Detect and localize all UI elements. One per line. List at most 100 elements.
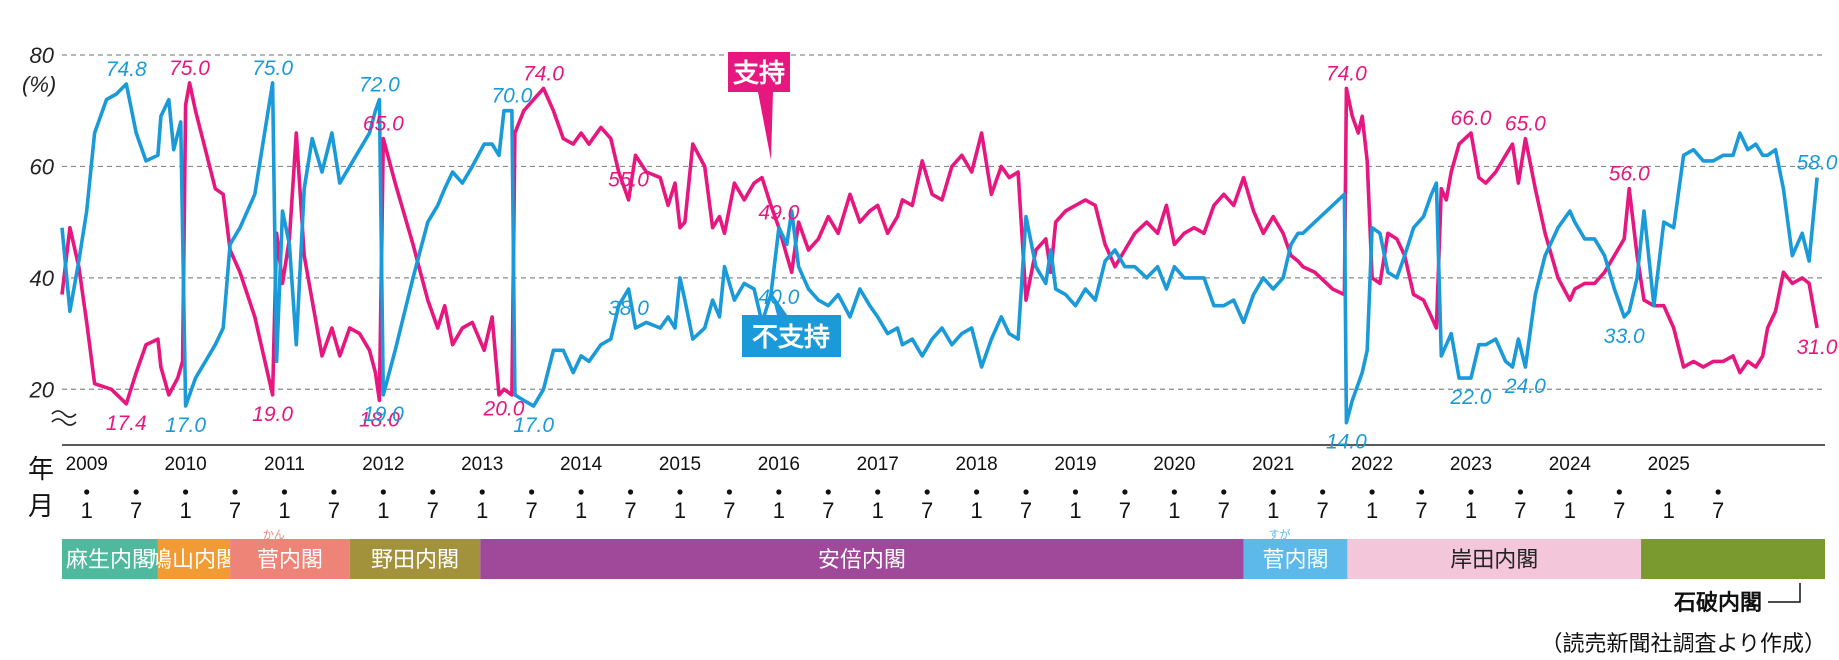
- month-dot: [627, 489, 634, 495]
- year-label-2014: 2014: [560, 454, 603, 475]
- month-dot: [776, 489, 782, 495]
- data-label: 18.0: [359, 408, 400, 431]
- month-label-1: 1: [377, 498, 389, 523]
- cabinet-segment: [480, 539, 1244, 579]
- month-label-1: 1: [872, 498, 884, 523]
- data-label: 65.0: [1505, 113, 1546, 136]
- month-label-1: 1: [1564, 498, 1576, 523]
- month-label-1: 1: [1069, 498, 1081, 523]
- year-label-2021: 2021: [1252, 454, 1294, 475]
- month-dot: [479, 489, 485, 495]
- series-lines: [60, 81, 1819, 425]
- data-label: 17.0: [165, 414, 206, 437]
- cabinet-segment: [230, 539, 350, 579]
- month-label-1: 1: [1663, 498, 1675, 523]
- axis-break-mark: [51, 410, 77, 426]
- cabinet-label: 麻生内閣: [66, 548, 154, 573]
- disapprove-callout-label: 不支持: [752, 323, 830, 353]
- month-dot: [281, 489, 288, 495]
- month-label-7: 7: [1613, 498, 1625, 523]
- approve-callout-pointer: [758, 92, 773, 160]
- month-labels: 1 7 1 7 1 7 1 7 1 7 1 7 1 7 1 7 1 7 1 7 1 7 1 7 1 7 1 7 1 7 1 7 1 7: [81, 489, 1724, 523]
- month-dot: [578, 489, 584, 495]
- month-dot: [232, 489, 238, 495]
- data-label: 72.0: [359, 74, 400, 97]
- cabinet-label: 石破内閣: [1673, 590, 1762, 616]
- month-label-7: 7: [1514, 498, 1526, 523]
- month-dot: [1567, 489, 1573, 495]
- month-label-7: 7: [723, 498, 735, 523]
- month-label-1: 1: [970, 498, 982, 523]
- data-label: 74.0: [523, 62, 564, 85]
- series-line-approve: [60, 81, 1819, 406]
- month-dot: [182, 489, 189, 495]
- month-dot: [1715, 489, 1721, 495]
- year-labels: 2009 2010 2011 2012 2013 2014 2015 2016 2017 2018…: [66, 454, 1690, 475]
- year-label-2019: 2019: [1054, 454, 1096, 475]
- y-tick-40: 40: [30, 266, 55, 291]
- month-label-1: 1: [476, 498, 488, 523]
- year-label-2009: 2009: [66, 454, 108, 475]
- y-axis-label: (%): [22, 72, 56, 97]
- month-label-1: 1: [278, 498, 290, 523]
- data-label: 38.0: [608, 297, 649, 320]
- month-dot: [1023, 489, 1029, 495]
- month-row-label: 月: [28, 492, 54, 522]
- cabinet-segment: [157, 539, 231, 579]
- data-label: 20.0: [483, 397, 525, 420]
- month-dot: [1171, 489, 1177, 495]
- approve-callout-label: 支持: [733, 59, 785, 89]
- month-label-7: 7: [526, 498, 538, 523]
- month-label-7: 7: [624, 498, 636, 523]
- month-label-1: 1: [81, 498, 93, 523]
- month-label-7: 7: [1218, 498, 1230, 523]
- month-dot: [825, 489, 831, 495]
- data-label: 19.0: [363, 403, 404, 426]
- year-label-2016: 2016: [758, 454, 800, 475]
- data-label: 74.8: [106, 58, 147, 81]
- year-label-2020: 2020: [1153, 454, 1195, 475]
- year-label-2018: 2018: [955, 454, 997, 475]
- disapprove-callout-pointer: [771, 292, 790, 319]
- month-dot: [1418, 489, 1425, 495]
- month-dot: [677, 489, 683, 495]
- data-label: 74.0: [1326, 62, 1367, 85]
- cabinet-segment: [349, 539, 481, 579]
- month-dot: [133, 489, 139, 495]
- month-dot: [974, 489, 980, 495]
- cabinet-label: 岸田内閣: [1450, 548, 1538, 573]
- data-label: 75.0: [169, 57, 210, 80]
- data-label: 65.0: [363, 113, 404, 136]
- data-label: 66.0: [1451, 107, 1492, 130]
- y-tick-60: 60: [30, 154, 55, 179]
- data-label: 19.0: [252, 403, 293, 426]
- month-dot: [1072, 489, 1079, 495]
- month-dot: [726, 489, 733, 495]
- month-dot: [1369, 489, 1375, 495]
- month-label-1: 1: [1465, 498, 1477, 523]
- year-label-2025: 2025: [1648, 454, 1690, 475]
- disapprove-callout-box: [742, 315, 841, 357]
- month-dot: [1666, 489, 1672, 495]
- month-label-7: 7: [328, 498, 340, 523]
- year-label-2024: 2024: [1549, 454, 1592, 475]
- cabinet-label: 野田内閣: [371, 548, 459, 573]
- month-label-1: 1: [773, 498, 785, 523]
- year-label-2017: 2017: [857, 454, 899, 475]
- data-label: 22.0: [1450, 386, 1492, 409]
- month-label-7: 7: [1415, 498, 1427, 523]
- cabinet-segment: [1243, 539, 1348, 579]
- month-label-7: 7: [1119, 498, 1131, 523]
- month-label-1: 1: [575, 498, 587, 523]
- month-dot: [1468, 489, 1474, 495]
- month-dot: [529, 489, 535, 495]
- data-labels: 74.8 17.4 75.0 17.0 75.0 19.0 72.0 18.0 65.0 19.0…: [106, 57, 1838, 454]
- cabinet-segment: [1347, 539, 1642, 579]
- data-label: 40.0: [758, 286, 799, 309]
- month-label-7: 7: [822, 498, 834, 523]
- cabinet-segment: [62, 539, 158, 579]
- month-dot: [875, 489, 881, 495]
- month-label-7: 7: [427, 498, 439, 523]
